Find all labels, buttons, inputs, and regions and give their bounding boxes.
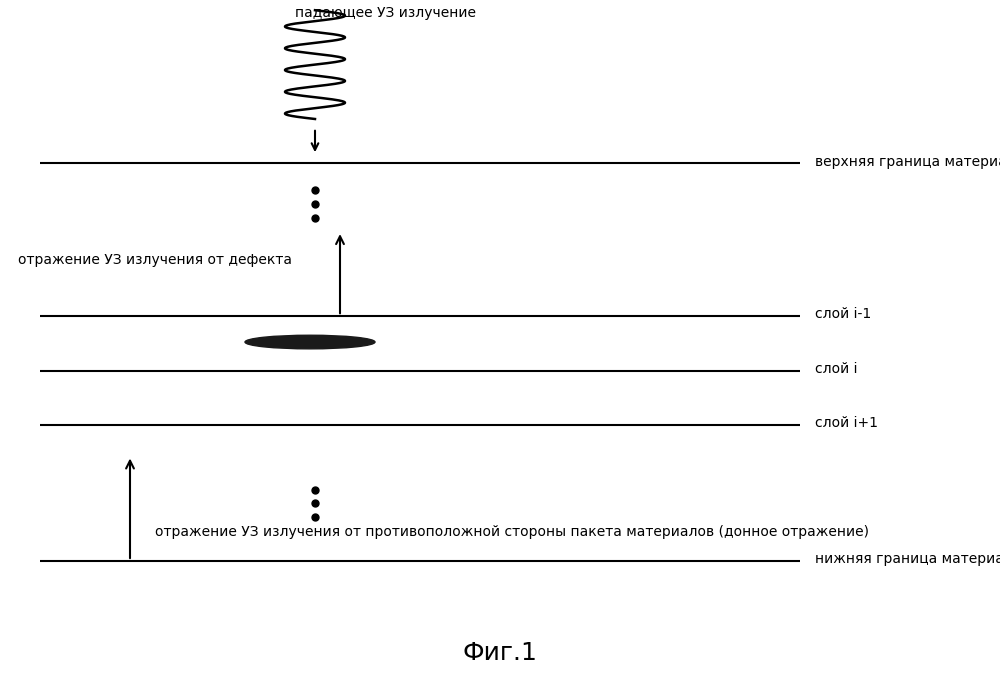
Text: нижняя граница материала: нижняя граница материала — [815, 552, 1000, 566]
Text: отражение УЗ излучения от противоположной стороны пакета материалов (донное отра: отражение УЗ излучения от противоположно… — [155, 525, 869, 539]
Text: слой i+1: слой i+1 — [815, 416, 878, 430]
Text: Фиг.1: Фиг.1 — [463, 641, 537, 665]
Text: падающее УЗ излучение: падающее УЗ излучение — [295, 6, 476, 20]
Text: слой i-1: слой i-1 — [815, 307, 871, 321]
Text: верхняя граница материала: верхняя граница материала — [815, 155, 1000, 169]
Text: слой i: слой i — [815, 362, 858, 375]
Text: отражение УЗ излучения от дефекта: отражение УЗ излучения от дефекта — [18, 254, 292, 267]
Ellipse shape — [245, 335, 375, 349]
